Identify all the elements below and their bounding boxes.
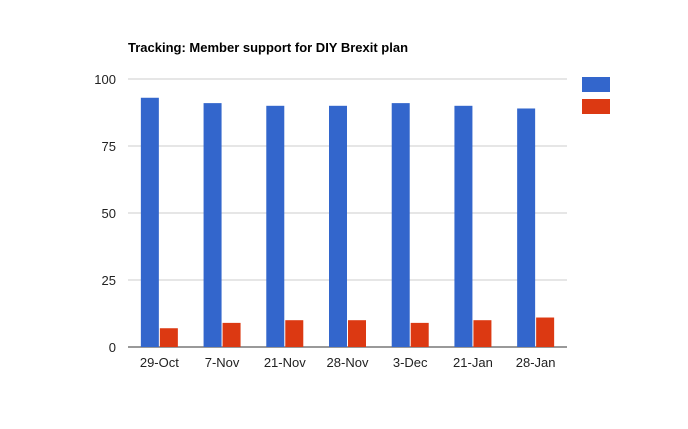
chart-title: Tracking: Member support for DIY Brexit … <box>128 40 408 55</box>
bar-series-2-7-Nov <box>222 322 241 347</box>
bar-series-1-29-Oct <box>140 97 159 347</box>
y-tick-label: 75 <box>102 139 116 154</box>
legend <box>582 77 610 114</box>
x-tick-label: 28-Jan <box>516 355 556 370</box>
bar-series-1-28-Nov <box>329 105 347 347</box>
bar-series-2-28-Nov <box>348 320 366 347</box>
x-tick-label: 7-Nov <box>205 355 240 370</box>
bar-series-2-28-Jan <box>536 317 555 347</box>
bar-series-1-21-Jan <box>454 105 473 347</box>
bar-series-2-3-Dec <box>410 322 429 347</box>
grid <box>128 78 567 348</box>
bar-series-1-3-Dec <box>391 103 410 348</box>
y-axis: 0 25 50 75 100 <box>94 72 116 355</box>
x-tick-label: 21-Jan <box>453 355 493 370</box>
bars <box>140 97 555 348</box>
bar-series-2-29-Oct <box>159 328 178 347</box>
bar-series-1-21-Nov <box>266 105 285 347</box>
x-tick-label: 21-Nov <box>264 355 306 370</box>
x-tick-label: 28-Nov <box>327 355 369 370</box>
legend-swatch-series-2 <box>582 99 610 114</box>
x-axis: 29-Oct 7-Nov 21-Nov 28-Nov 3-Dec 21-Jan 28-Jan <box>140 355 556 370</box>
y-tick-label: 0 <box>109 340 116 355</box>
x-tick-label: 29-Oct <box>140 355 179 370</box>
x-tick-label: 3-Dec <box>393 355 428 370</box>
bar-series-2-21-Jan <box>473 320 492 347</box>
legend-swatch-series-1 <box>582 77 610 92</box>
y-tick-label: 25 <box>102 273 116 288</box>
y-tick-label: 50 <box>102 206 116 221</box>
bar-series-1-7-Nov <box>203 103 222 348</box>
bar-series-2-21-Nov <box>285 320 304 347</box>
bar-series-1-28-Jan <box>517 108 536 347</box>
y-tick-label: 100 <box>94 72 116 87</box>
